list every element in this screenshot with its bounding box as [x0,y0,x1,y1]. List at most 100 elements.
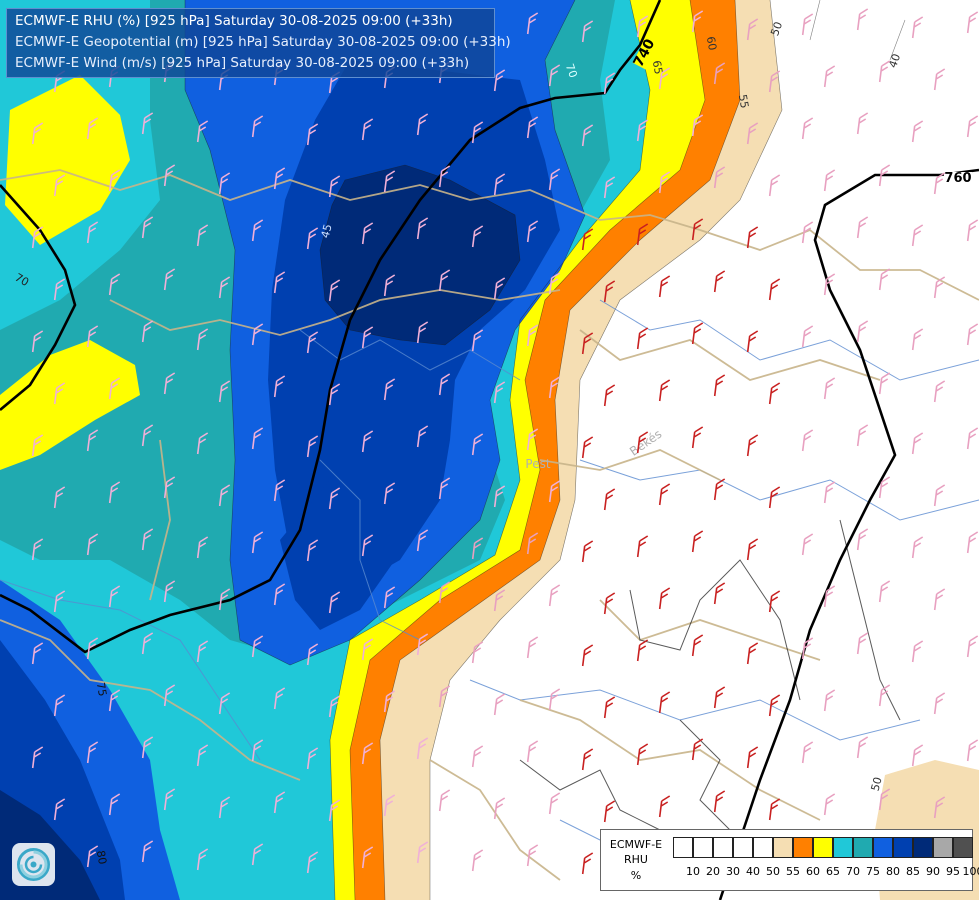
wind-barb [581,228,594,251]
wind-barb [141,840,154,863]
wind-barb [856,736,869,759]
wind-barb [361,430,374,453]
forecast-info-box: ECMWF-E RHU (%) [925 hPa] Saturday 30-08… [6,8,511,78]
wind-barb [878,268,891,291]
border-lines [0,169,979,881]
wind-barb [966,11,979,34]
wind-barb [691,738,704,761]
wind-barb [911,432,924,455]
wind-barb [581,332,594,355]
wind-barb [273,167,286,190]
wind-barb [746,642,759,665]
wind-barb [361,742,374,765]
wind-barb [911,224,924,247]
wind-barb [911,16,924,39]
wind-barb [966,427,979,450]
wind-barb [526,532,539,555]
legend-tick-label: 20 [706,865,720,878]
wind-barb [141,216,154,239]
legend-tick-label: 65 [826,865,840,878]
wind-barb [966,531,979,554]
wind-barb [526,428,539,451]
wind-barb [768,486,781,509]
wind-barb [108,585,121,608]
legend-swatch [933,837,953,858]
wind-barb [933,692,946,715]
wind-barb [658,171,671,194]
wind-barb [196,432,209,455]
wind-barb [306,643,319,666]
wind-barb [603,488,616,511]
rhu-label-75: 75 [94,681,109,697]
wind-barb [31,226,44,249]
wind-barb [768,70,781,93]
wind-barb [768,798,781,821]
wind-barb [658,379,671,402]
wind-barb [526,324,539,347]
wind-barb [196,848,209,871]
wind-barb [163,164,176,187]
wind-barb [196,328,209,351]
wind-barb [493,381,506,404]
wind-barb [526,116,539,139]
wind-barb [383,794,396,817]
wind-barb [218,484,231,507]
wind-barb [361,326,374,349]
wind-barb [306,227,319,250]
wind-barb [603,176,616,199]
wind-barb [53,278,66,301]
legend-tick-label: 90 [926,865,940,878]
wind-barb [361,638,374,661]
wind-barb [933,588,946,611]
wind-barb [438,685,451,708]
wind-barb [801,325,814,348]
wind-barb [526,740,539,763]
wind-barb [636,639,649,662]
legend-swatch [813,837,833,858]
wind-barb [548,168,561,191]
wind-barb [966,115,979,138]
wind-barb [196,120,209,143]
wind-barb [273,583,286,606]
wind-barb [306,435,319,458]
wind-barb [548,64,561,87]
wind-barb [53,694,66,717]
wind-barb [163,476,176,499]
wind-barb [251,531,264,554]
wind-barb [471,849,484,872]
wind-barb [328,383,341,406]
wind-barb [856,320,869,343]
wind-barb [141,320,154,343]
wind-barb [603,592,616,615]
wind-barb [416,737,429,760]
wind-barb [86,429,99,452]
rhu-zone-85-south [280,480,395,630]
wind-barb [933,276,946,299]
wind-barb [526,12,539,35]
wind-barb [713,790,726,813]
wind-barb [163,788,176,811]
wind-barb [933,172,946,195]
wind-barb [251,635,264,658]
wind-barb [548,792,561,815]
wind-barb [383,586,396,609]
wind-barb [603,384,616,407]
wind-barb [361,118,374,141]
wind-barb [438,581,451,604]
legend-tick-label: 100 [962,865,979,878]
wind-barb [328,175,341,198]
wind-barb [856,112,869,135]
wind-barb [768,694,781,717]
wind-barb [526,220,539,243]
wind-barb [603,800,616,823]
wind-barb [746,330,759,353]
place-label-pest: Pest [525,457,550,471]
wind-barb [801,533,814,556]
wind-barb [383,690,396,713]
wind-barb [383,170,396,193]
wind-barb [823,585,836,608]
wind-barb [361,222,374,245]
wind-barb [53,798,66,821]
